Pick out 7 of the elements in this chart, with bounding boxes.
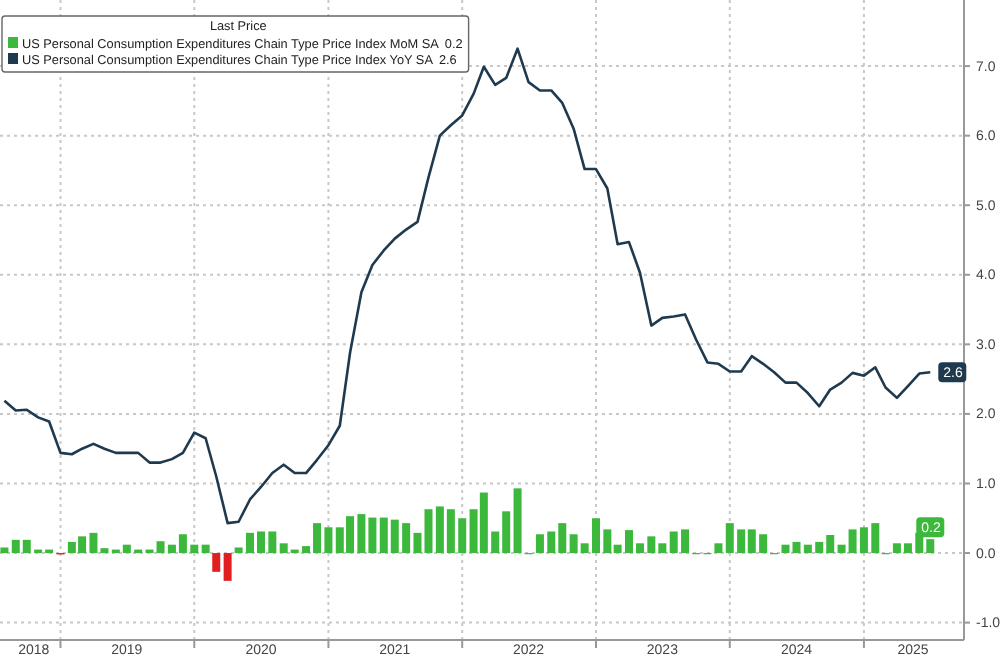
bar xyxy=(513,488,522,554)
bar xyxy=(223,553,232,581)
bar xyxy=(714,543,723,554)
bar xyxy=(212,553,221,572)
line-series xyxy=(3,47,932,525)
bar xyxy=(0,547,9,554)
bar xyxy=(201,544,210,554)
